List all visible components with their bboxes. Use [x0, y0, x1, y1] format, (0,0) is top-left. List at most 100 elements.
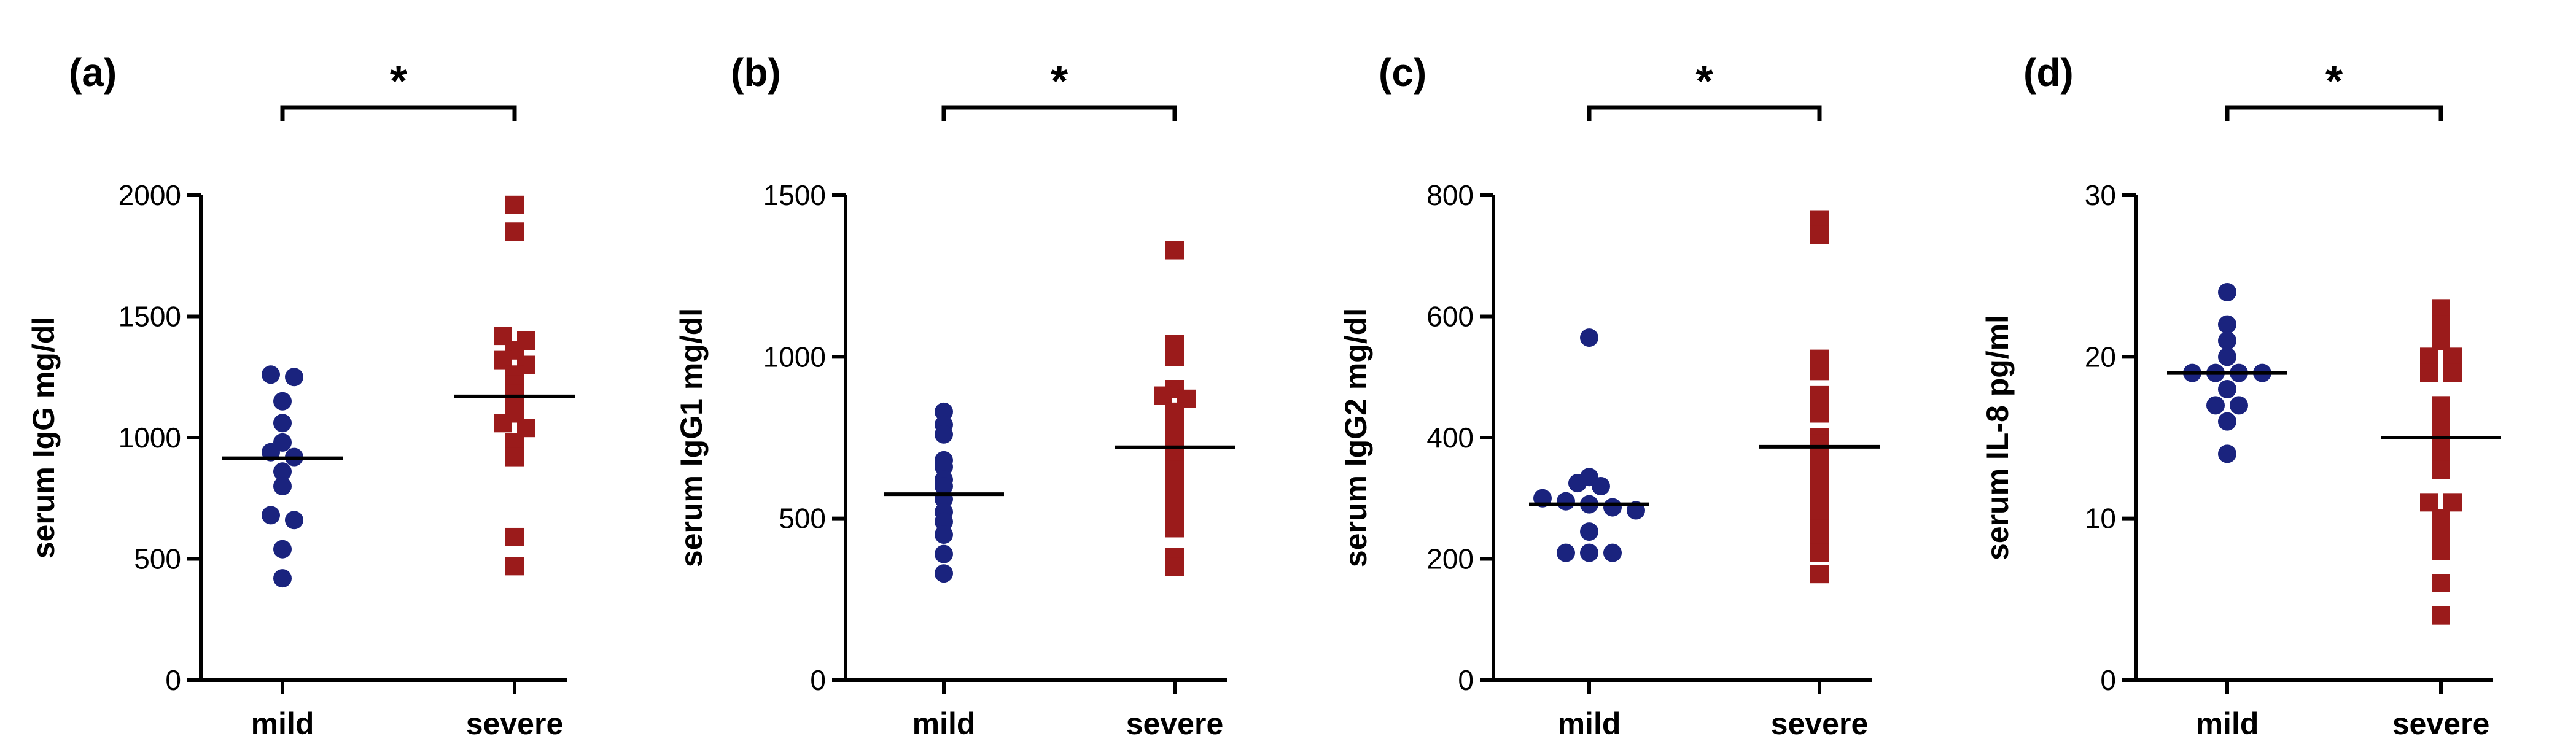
y-tick-label: 0: [2100, 664, 2116, 696]
data-point-mild: [2218, 380, 2236, 398]
data-point-severe: [1165, 519, 1184, 538]
data-point-mild: [935, 512, 953, 531]
data-point-mild: [1557, 543, 1575, 562]
data-point-mild: [935, 477, 953, 495]
data-point-severe: [1810, 385, 1829, 405]
data-point-severe: [1165, 503, 1184, 522]
data-point-mild: [935, 402, 953, 421]
data-point-severe: [505, 557, 524, 576]
data-point-severe: [1810, 362, 1829, 381]
data-point-severe: [2420, 493, 2438, 512]
data-point-severe: [1810, 565, 1829, 584]
data-point-severe: [2432, 460, 2450, 479]
data-point-mild: [273, 569, 292, 588]
data-point-severe: [505, 447, 524, 467]
data-point-severe: [1165, 557, 1184, 576]
y-tick-label: 20: [2085, 341, 2116, 373]
y-tick-label: 30: [2085, 179, 2116, 211]
data-point-mild: [273, 392, 292, 411]
y-axis-label: serum IgG mg/dl: [26, 317, 61, 559]
data-point-severe: [2432, 331, 2450, 350]
data-point-severe: [1154, 386, 1172, 405]
data-point-severe: [1165, 460, 1184, 479]
y-tick-label: 1500: [763, 179, 826, 211]
data-point-mild: [2218, 283, 2236, 301]
data-point-severe: [1810, 543, 1829, 562]
x-category-label: mild: [1558, 707, 1621, 741]
significance-bracket: [2225, 105, 2443, 121]
data-point-severe: [2432, 525, 2450, 544]
data-point-mild: [285, 511, 303, 530]
y-axis-label: serum IgG1 mg/dl: [674, 308, 709, 567]
significance-bracket: [1587, 105, 1822, 121]
y-tick-label: 1500: [119, 301, 181, 333]
data-point-severe: [2432, 509, 2450, 528]
significance-marker: *: [390, 57, 407, 106]
x-category-label: severe: [1126, 707, 1224, 741]
y-tick-label: 200: [1426, 543, 1474, 575]
data-point-severe: [2432, 444, 2450, 463]
data-point-severe: [1165, 241, 1184, 260]
data-point-mild: [935, 544, 953, 563]
panel-label: (b): [731, 50, 781, 95]
x-category-label: severe: [466, 707, 564, 741]
data-point-mild: [1568, 474, 1587, 493]
data-point-mild: [2218, 331, 2236, 350]
y-tick-label: 0: [1458, 664, 1474, 696]
data-point-severe: [2443, 493, 2462, 512]
y-tick-label: 500: [779, 503, 826, 535]
data-point-mild: [1592, 477, 1610, 495]
x-category-label: severe: [1771, 707, 1869, 741]
data-point-severe: [2432, 574, 2450, 592]
chart-panel-a: (a) serum IgG mg/dl 0 500 1000 1500 2000 mild se…: [26, 50, 575, 741]
data-point-severe: [2420, 363, 2438, 382]
data-point-severe: [494, 414, 512, 433]
y-tick-label: 800: [1426, 179, 1474, 211]
chart-panel-c: (c) serum IgG2 mg/dl 0 200 400 600 800 mild seve…: [1339, 50, 1880, 741]
data-point-mild: [273, 414, 292, 433]
data-point-mild: [1603, 543, 1622, 562]
data-point-mild: [935, 425, 953, 444]
y-axis-label: serum IgG2 mg/dl: [1339, 308, 1373, 567]
data-point-severe: [505, 527, 524, 546]
chart-panel-b: (b) serum IgG1 mg/dl 0 500 1000 1500 mild sever…: [674, 50, 1235, 741]
data-point-mild: [285, 368, 303, 387]
y-tick-label: 0: [810, 664, 826, 696]
y-axis-label: serum IL-8 pg/ml: [1980, 315, 2015, 560]
data-point-mild: [2218, 444, 2236, 463]
y-tick-label: 600: [1426, 301, 1474, 333]
data-point-severe: [2432, 412, 2450, 431]
y-tick-label: 10: [2085, 503, 2116, 535]
data-point-mild: [273, 540, 292, 559]
data-point-mild: [273, 462, 292, 481]
data-point-mild: [273, 477, 292, 495]
data-point-severe: [1810, 225, 1829, 244]
data-point-mild: [1557, 492, 1575, 511]
data-point-severe: [505, 222, 524, 241]
significance-bracket: [941, 105, 1177, 121]
y-tick-label: 400: [1426, 422, 1474, 454]
significance-marker: *: [2325, 57, 2343, 106]
data-point-severe: [505, 195, 524, 214]
data-point-severe: [1810, 404, 1829, 423]
y-tick-label: 2000: [119, 179, 181, 211]
data-point-mild: [262, 506, 280, 525]
data-point-severe: [1810, 501, 1829, 520]
significance-marker: *: [1695, 57, 1713, 106]
x-category-label: mild: [251, 707, 314, 741]
panel-label: (d): [2023, 50, 2074, 95]
data-point-mild: [935, 457, 953, 476]
data-point-mild: [1603, 498, 1622, 517]
x-category-label: mild: [2196, 707, 2259, 741]
x-category-label: mild: [912, 707, 976, 741]
data-point-mild: [1580, 328, 1598, 347]
data-point-mild: [2218, 347, 2236, 366]
y-tick-label: 500: [134, 543, 181, 575]
data-point-severe: [2443, 363, 2462, 382]
y-tick-label: 0: [165, 664, 181, 696]
significance-marker: *: [1051, 57, 1068, 106]
data-point-mild: [2218, 412, 2236, 431]
data-point-severe: [2432, 396, 2450, 415]
data-point-mild: [1580, 543, 1598, 562]
